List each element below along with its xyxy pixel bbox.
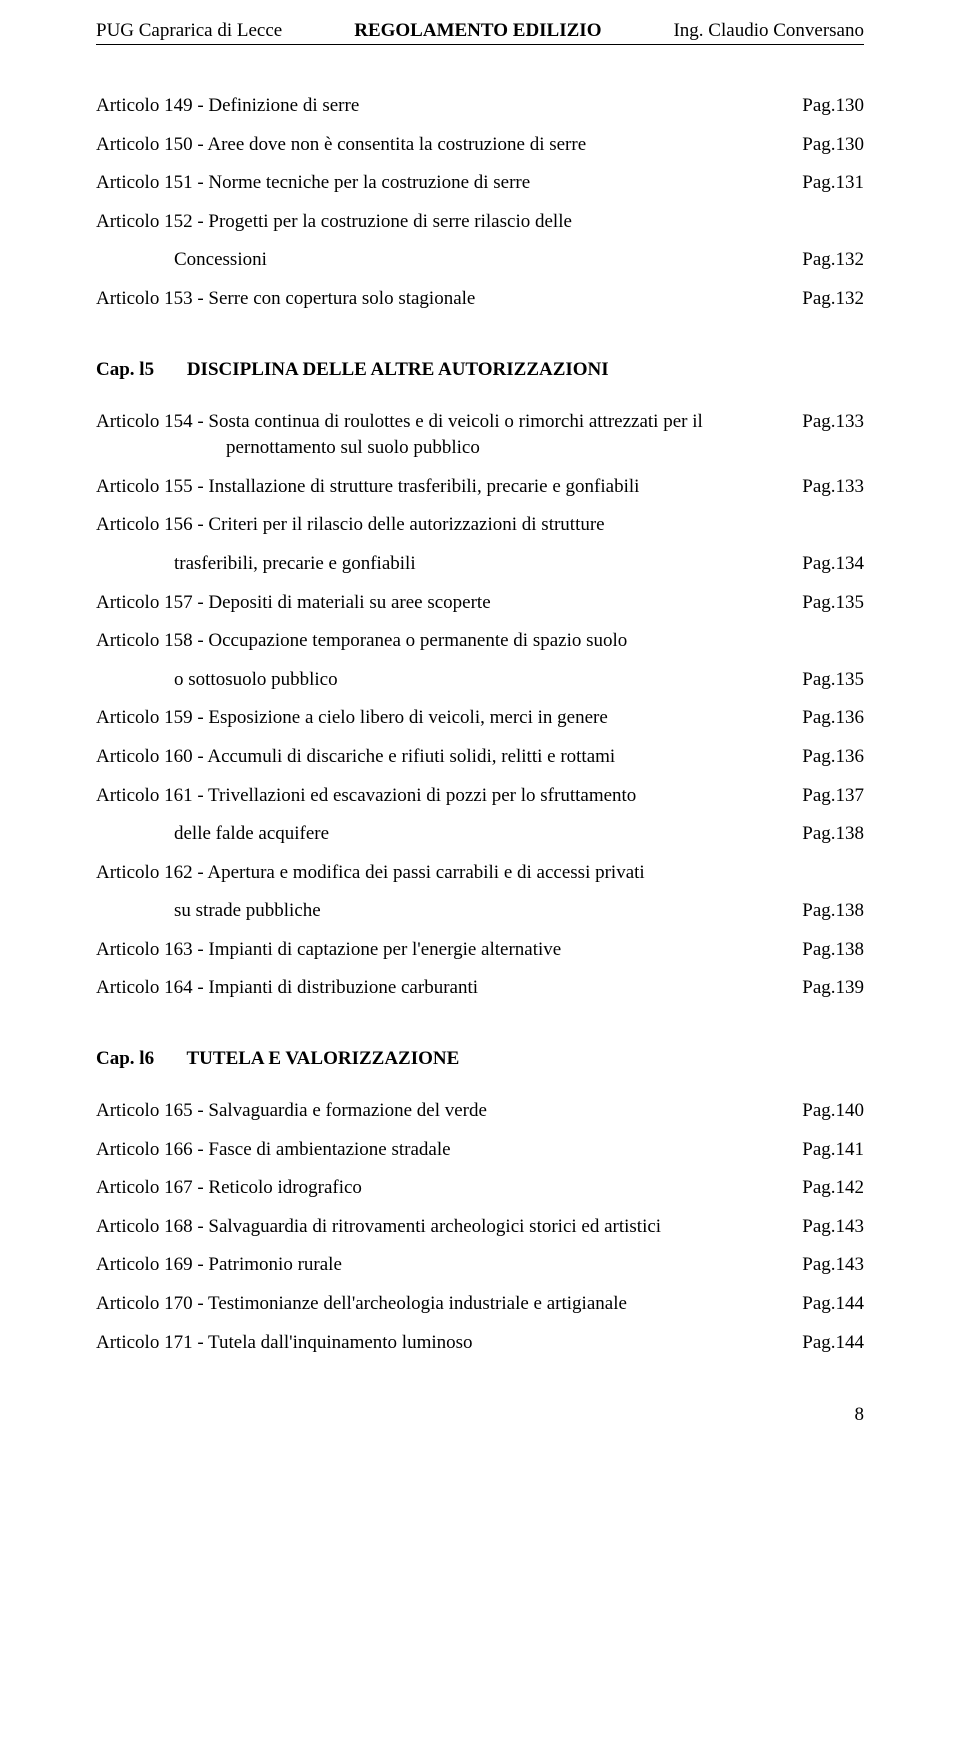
toc-entry-text: Articolo 171 - Tutela dall'inquinamento … bbox=[96, 1330, 802, 1357]
toc-entry: Articolo 161 - Trivellazioni ed escavazi… bbox=[96, 783, 864, 810]
toc-entry: Articolo 151 - Norme tecniche per la cos… bbox=[96, 170, 864, 197]
toc-entry-text: Articolo 157 - Depositi di materiali su … bbox=[96, 590, 802, 617]
toc-entry-text: Articolo 169 - Patrimonio rurale bbox=[96, 1252, 802, 1279]
toc-entry-page: Pag.135 bbox=[802, 590, 864, 617]
toc-entry: Articolo 152 - Progetti per la costruzio… bbox=[96, 209, 864, 236]
toc-entry-page: Pag.137 bbox=[802, 783, 864, 810]
toc-entry: Articolo 162 - Apertura e modifica dei p… bbox=[96, 860, 864, 887]
toc-entry-page: Pag.132 bbox=[802, 247, 864, 274]
section2-heading: Cap. l5 DISCIPLINA DELLE ALTRE AUTORIZZA… bbox=[96, 359, 864, 381]
toc-entry-text: Articolo 165 - Salvaguardia e formazione… bbox=[96, 1098, 802, 1125]
toc-entry: Articolo 165 - Salvaguardia e formazione… bbox=[96, 1098, 864, 1125]
toc-entry-page: Pag.144 bbox=[802, 1291, 864, 1318]
toc-entry-text: Articolo 162 - Apertura e modifica dei p… bbox=[96, 860, 864, 887]
toc-entry-page: Pag.134 bbox=[802, 551, 864, 578]
toc-entry: Articolo 167 - Reticolo idrograficoPag.1… bbox=[96, 1175, 864, 1202]
toc-entry-text: trasferibili, precarie e gonfiabili bbox=[96, 551, 802, 578]
toc-entry-page: Pag.140 bbox=[802, 1098, 864, 1125]
toc-entry-text: Articolo 158 - Occupazione temporanea o … bbox=[96, 628, 864, 655]
toc-entry-text: Articolo 151 - Norme tecniche per la cos… bbox=[96, 170, 802, 197]
toc-entry-page: Pag.143 bbox=[802, 1214, 864, 1241]
page-header: PUG Caprarica di Lecce REGOLAMENTO EDILI… bbox=[96, 20, 864, 45]
toc-entry-text: Articolo 156 - Criteri per il rilascio d… bbox=[96, 512, 864, 539]
toc-entry-text: Articolo 170 - Testimonianze dell'archeo… bbox=[96, 1291, 802, 1318]
toc-entry: Articolo 171 - Tutela dall'inquinamento … bbox=[96, 1330, 864, 1357]
toc-entry: Articolo 149 - Definizione di serrePag.1… bbox=[96, 93, 864, 120]
toc-entry-page: Pag.135 bbox=[802, 667, 864, 694]
toc-entry-text: Articolo 163 - Impianti di captazione pe… bbox=[96, 937, 802, 964]
toc-entry-text: Articolo 166 - Fasce di ambientazione st… bbox=[96, 1137, 802, 1164]
toc-entry: Articolo 168 - Salvaguardia di ritrovame… bbox=[96, 1214, 864, 1241]
toc-entry: Articolo 160 - Accumuli di discariche e … bbox=[96, 744, 864, 771]
section3-heading: Cap. l6 TUTELA E VALORIZZAZIONE bbox=[96, 1048, 864, 1070]
section2-title: DISCIPLINA DELLE ALTRE AUTORIZZAZIONI bbox=[187, 359, 609, 380]
toc-entry-text: Articolo 152 - Progetti per la costruzio… bbox=[96, 209, 864, 236]
toc-entry: ConcessioniPag.132 bbox=[96, 247, 864, 274]
toc-entry-text: su strade pubbliche bbox=[96, 898, 802, 925]
toc-entry: Articolo 153 - Serre con copertura solo … bbox=[96, 286, 864, 313]
toc-entry-page: Pag.143 bbox=[802, 1252, 864, 1279]
toc-entry: Articolo 157 - Depositi di materiali su … bbox=[96, 590, 864, 617]
toc-entry-page: Pag.136 bbox=[802, 744, 864, 771]
toc-entry: Articolo 150 - Aree dove non è consentit… bbox=[96, 132, 864, 159]
toc-entry-page: Pag.141 bbox=[802, 1137, 864, 1164]
header-left: PUG Caprarica di Lecce bbox=[96, 20, 282, 42]
toc-entry-page: Pag.130 bbox=[802, 132, 864, 159]
section1-list: Articolo 149 - Definizione di serrePag.1… bbox=[96, 93, 864, 313]
toc-entry-text: Concessioni bbox=[96, 247, 802, 274]
toc-entry: Articolo 164 - Impianti di distribuzione… bbox=[96, 975, 864, 1002]
toc-entry-text: Articolo 155 - Installazione di struttur… bbox=[96, 474, 802, 501]
toc-entry: su strade pubblichePag.138 bbox=[96, 898, 864, 925]
toc-entry-page: Pag.133 bbox=[802, 409, 864, 436]
toc-entry-text: Articolo 167 - Reticolo idrografico bbox=[96, 1175, 802, 1202]
toc-entry: o sottosuolo pubblicoPag.135 bbox=[96, 667, 864, 694]
toc-entry: trasferibili, precarie e gonfiabiliPag.1… bbox=[96, 551, 864, 578]
toc-entry: delle falde acquiferePag.138 bbox=[96, 821, 864, 848]
section3-cap: Cap. l6 bbox=[96, 1048, 154, 1070]
toc-entry: Articolo 159 - Esposizione a cielo liber… bbox=[96, 705, 864, 732]
toc-entry-page: Pag.138 bbox=[802, 898, 864, 925]
toc-entry-text: Articolo 153 - Serre con copertura solo … bbox=[96, 286, 802, 313]
toc-entry-text: Articolo 160 - Accumuli di discariche e … bbox=[96, 744, 802, 771]
section2-cap: Cap. l5 bbox=[96, 359, 154, 381]
section2-list: Articolo 154 - Sosta continua di roulott… bbox=[96, 409, 864, 1003]
toc-entry-text: Articolo 164 - Impianti di distribuzione… bbox=[96, 975, 802, 1002]
toc-entry: Articolo 166 - Fasce di ambientazione st… bbox=[96, 1137, 864, 1164]
toc-entry-text: o sottosuolo pubblico bbox=[96, 667, 802, 694]
toc-entry-page: Pag.132 bbox=[802, 286, 864, 313]
header-center: REGOLAMENTO EDILIZIO bbox=[354, 20, 601, 42]
toc-entry-page: Pag.144 bbox=[802, 1330, 864, 1357]
toc-entry-text: Articolo 161 - Trivellazioni ed escavazi… bbox=[96, 783, 802, 810]
toc-entry: Articolo 158 - Occupazione temporanea o … bbox=[96, 628, 864, 655]
toc-entry-page: Pag.138 bbox=[802, 937, 864, 964]
toc-entry: Articolo 170 - Testimonianze dell'archeo… bbox=[96, 1291, 864, 1318]
toc-entry-page: Pag.131 bbox=[802, 170, 864, 197]
toc-entry: Articolo 169 - Patrimonio ruralePag.143 bbox=[96, 1252, 864, 1279]
toc-entry-text: Articolo 154 - Sosta continua di roulott… bbox=[96, 409, 802, 462]
toc-entry-page: Pag.130 bbox=[802, 93, 864, 120]
toc-entry-page: Pag.142 bbox=[802, 1175, 864, 1202]
toc-entry: Articolo 155 - Installazione di struttur… bbox=[96, 474, 864, 501]
toc-entry: Articolo 156 - Criteri per il rilascio d… bbox=[96, 512, 864, 539]
toc-entry-text: delle falde acquifere bbox=[96, 821, 802, 848]
toc-entry-text: Articolo 168 - Salvaguardia di ritrovame… bbox=[96, 1214, 802, 1241]
toc-entry-page: Pag.138 bbox=[802, 821, 864, 848]
section3-title: TUTELA E VALORIZZAZIONE bbox=[187, 1048, 460, 1069]
page-number: 8 bbox=[96, 1404, 864, 1426]
header-right: Ing. Claudio Conversano bbox=[673, 20, 864, 42]
toc-entry-page: Pag.133 bbox=[802, 474, 864, 501]
toc-entry-page: Pag.136 bbox=[802, 705, 864, 732]
toc-entry-text: Articolo 159 - Esposizione a cielo liber… bbox=[96, 705, 802, 732]
toc-entry: Articolo 154 - Sosta continua di roulott… bbox=[96, 409, 864, 462]
section3-list: Articolo 165 - Salvaguardia e formazione… bbox=[96, 1098, 864, 1356]
toc-entry-page: Pag.139 bbox=[802, 975, 864, 1002]
toc-entry-text: Articolo 149 - Definizione di serre bbox=[96, 93, 802, 120]
toc-entry: Articolo 163 - Impianti di captazione pe… bbox=[96, 937, 864, 964]
toc-entry-text: Articolo 150 - Aree dove non è consentit… bbox=[96, 132, 802, 159]
